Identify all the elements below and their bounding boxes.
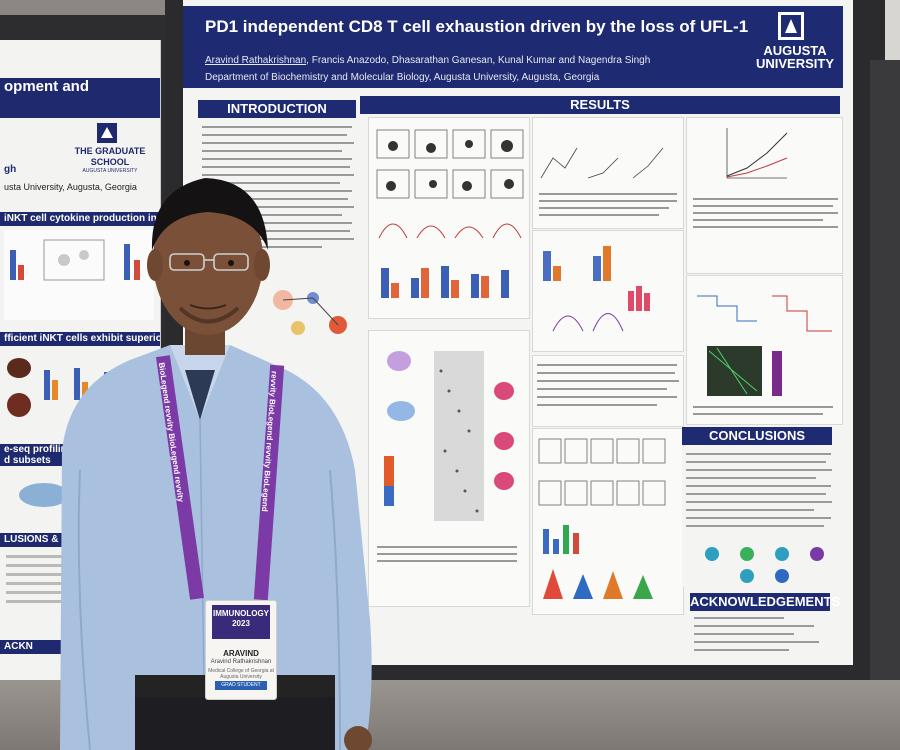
conclusions-diagram: [705, 547, 824, 583]
results-heading: RESULTS: [360, 96, 840, 114]
left-poster-section: fficient iNKT cells exhibit superior met…: [0, 332, 160, 346]
coauthors: , Francis Anazodo, Dhasarathan Ganesan, …: [306, 55, 651, 66]
board-frame: [870, 60, 900, 700]
badge-role: GRAD STUDENT: [215, 681, 267, 690]
badge-name: ARAVIND: [223, 649, 259, 658]
graduate-school-sub: AUGUSTA UNIVERSITY: [82, 168, 138, 174]
left-poster-figure: [4, 230, 154, 320]
acknowledgements-text: [690, 612, 830, 658]
left-poster-affiliation: usta University, Augusta, Georgia: [4, 182, 137, 192]
introduction-diagram: [273, 290, 347, 335]
introduction-text: [198, 120, 358, 350]
acknowledgements-heading: ACKNOWLEDGEMENTS: [690, 593, 841, 611]
introduction-heading: INTRODUCTION: [198, 100, 356, 118]
poster-title: PD1 independent CD8 T cell exhaustion dr…: [205, 17, 749, 36]
conclusions-heading: CONCLUSIONS: [682, 427, 832, 445]
results-figure-caption-block: [532, 355, 684, 427]
conclusions-text: [682, 447, 837, 587]
results-figure-curves: [532, 117, 684, 229]
poster-authors: Aravind Rathakrishnan, Francis Anazodo, …: [205, 55, 650, 66]
badge-event-logo: IMMUNOLOGY 2023: [212, 605, 270, 639]
graduate-school-name: THE GRADUATE SCHOOL: [74, 146, 146, 167]
results-figure-cd8-gating: [532, 428, 684, 615]
results-figure-tumor-growth: [686, 117, 843, 274]
badge-full-name: Aravind Rathakrishnan: [210, 659, 272, 665]
badge-organization: Medical College of Georgia at Augusta Un…: [208, 668, 274, 680]
name-badge: IMMUNOLOGY 2023 ARAVIND Aravind Rathakri…: [205, 600, 277, 700]
results-figure-umap: [368, 330, 530, 607]
results-figure-bars: [532, 230, 684, 352]
poster-department: Department of Biochemistry and Molecular…: [205, 72, 600, 83]
presenter-person: [60, 178, 372, 750]
presenter-name: Aravind Rathakrishnan: [205, 55, 307, 66]
results-figure-survival: [686, 275, 843, 425]
poster-header: [183, 6, 843, 88]
left-poster-section: iNKT cell cytokine production in the abs…: [0, 212, 160, 226]
augusta-university-logo-icon: [778, 12, 804, 40]
results-figure-flow: [368, 117, 530, 319]
graduate-school-logo-icon: [97, 123, 117, 143]
left-poster-title: opment and: [0, 78, 160, 118]
university-logo-text: AUGUSTA UNIVERSITY: [755, 43, 834, 71]
left-poster-author: gh: [4, 164, 17, 175]
